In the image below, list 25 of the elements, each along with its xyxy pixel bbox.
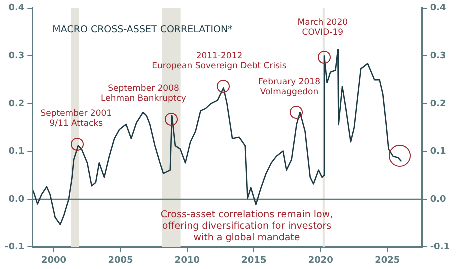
annotation: March 2020 COVID-19 [298,18,348,38]
y-tick-label: 0.3 [8,52,25,62]
y2-tick-label: 0.0 [430,194,446,205]
x-tick-label: 2005 [108,256,134,266]
annotation: Cross-asset correlations remain low, offering diversification for investors with a global mandate [160,209,334,244]
y-tick-label: 0.0 [8,194,25,205]
y-tick-label: 0.1 [8,147,25,158]
x-tick-label: 2000 [42,256,67,266]
x-tick-label: 2010 [174,256,200,266]
annotation: September 2001 9/11 Attacks [40,109,112,130]
y-tick-label: 0.2 [8,99,25,110]
y2-tick-label: 0.2 [430,99,446,110]
text: MACRO CROSS-ASSET CORRELATION* [52,24,234,36]
y2-tick-label: -0.1 [430,242,450,253]
y2-tick-label: 0.4 [430,4,446,14]
y-tick-label: -0.1 [4,242,25,253]
y2-tick-label: 0.1 [430,147,446,158]
x-tick-label: 2015 [242,256,267,266]
annotation: February 2018 Volmaggedon [258,78,320,98]
x-tick-label: 2025 [375,256,400,266]
annotation: 2011-2012 European Sovereign Debt Crisis [152,52,288,72]
y2-tick-label: 0.3 [430,52,446,62]
y-tick-label: 0.4 [8,4,25,14]
annotation: September 2008 Lehman Bankruptcy [100,84,186,104]
x-tick-label: 2020 [308,256,334,266]
